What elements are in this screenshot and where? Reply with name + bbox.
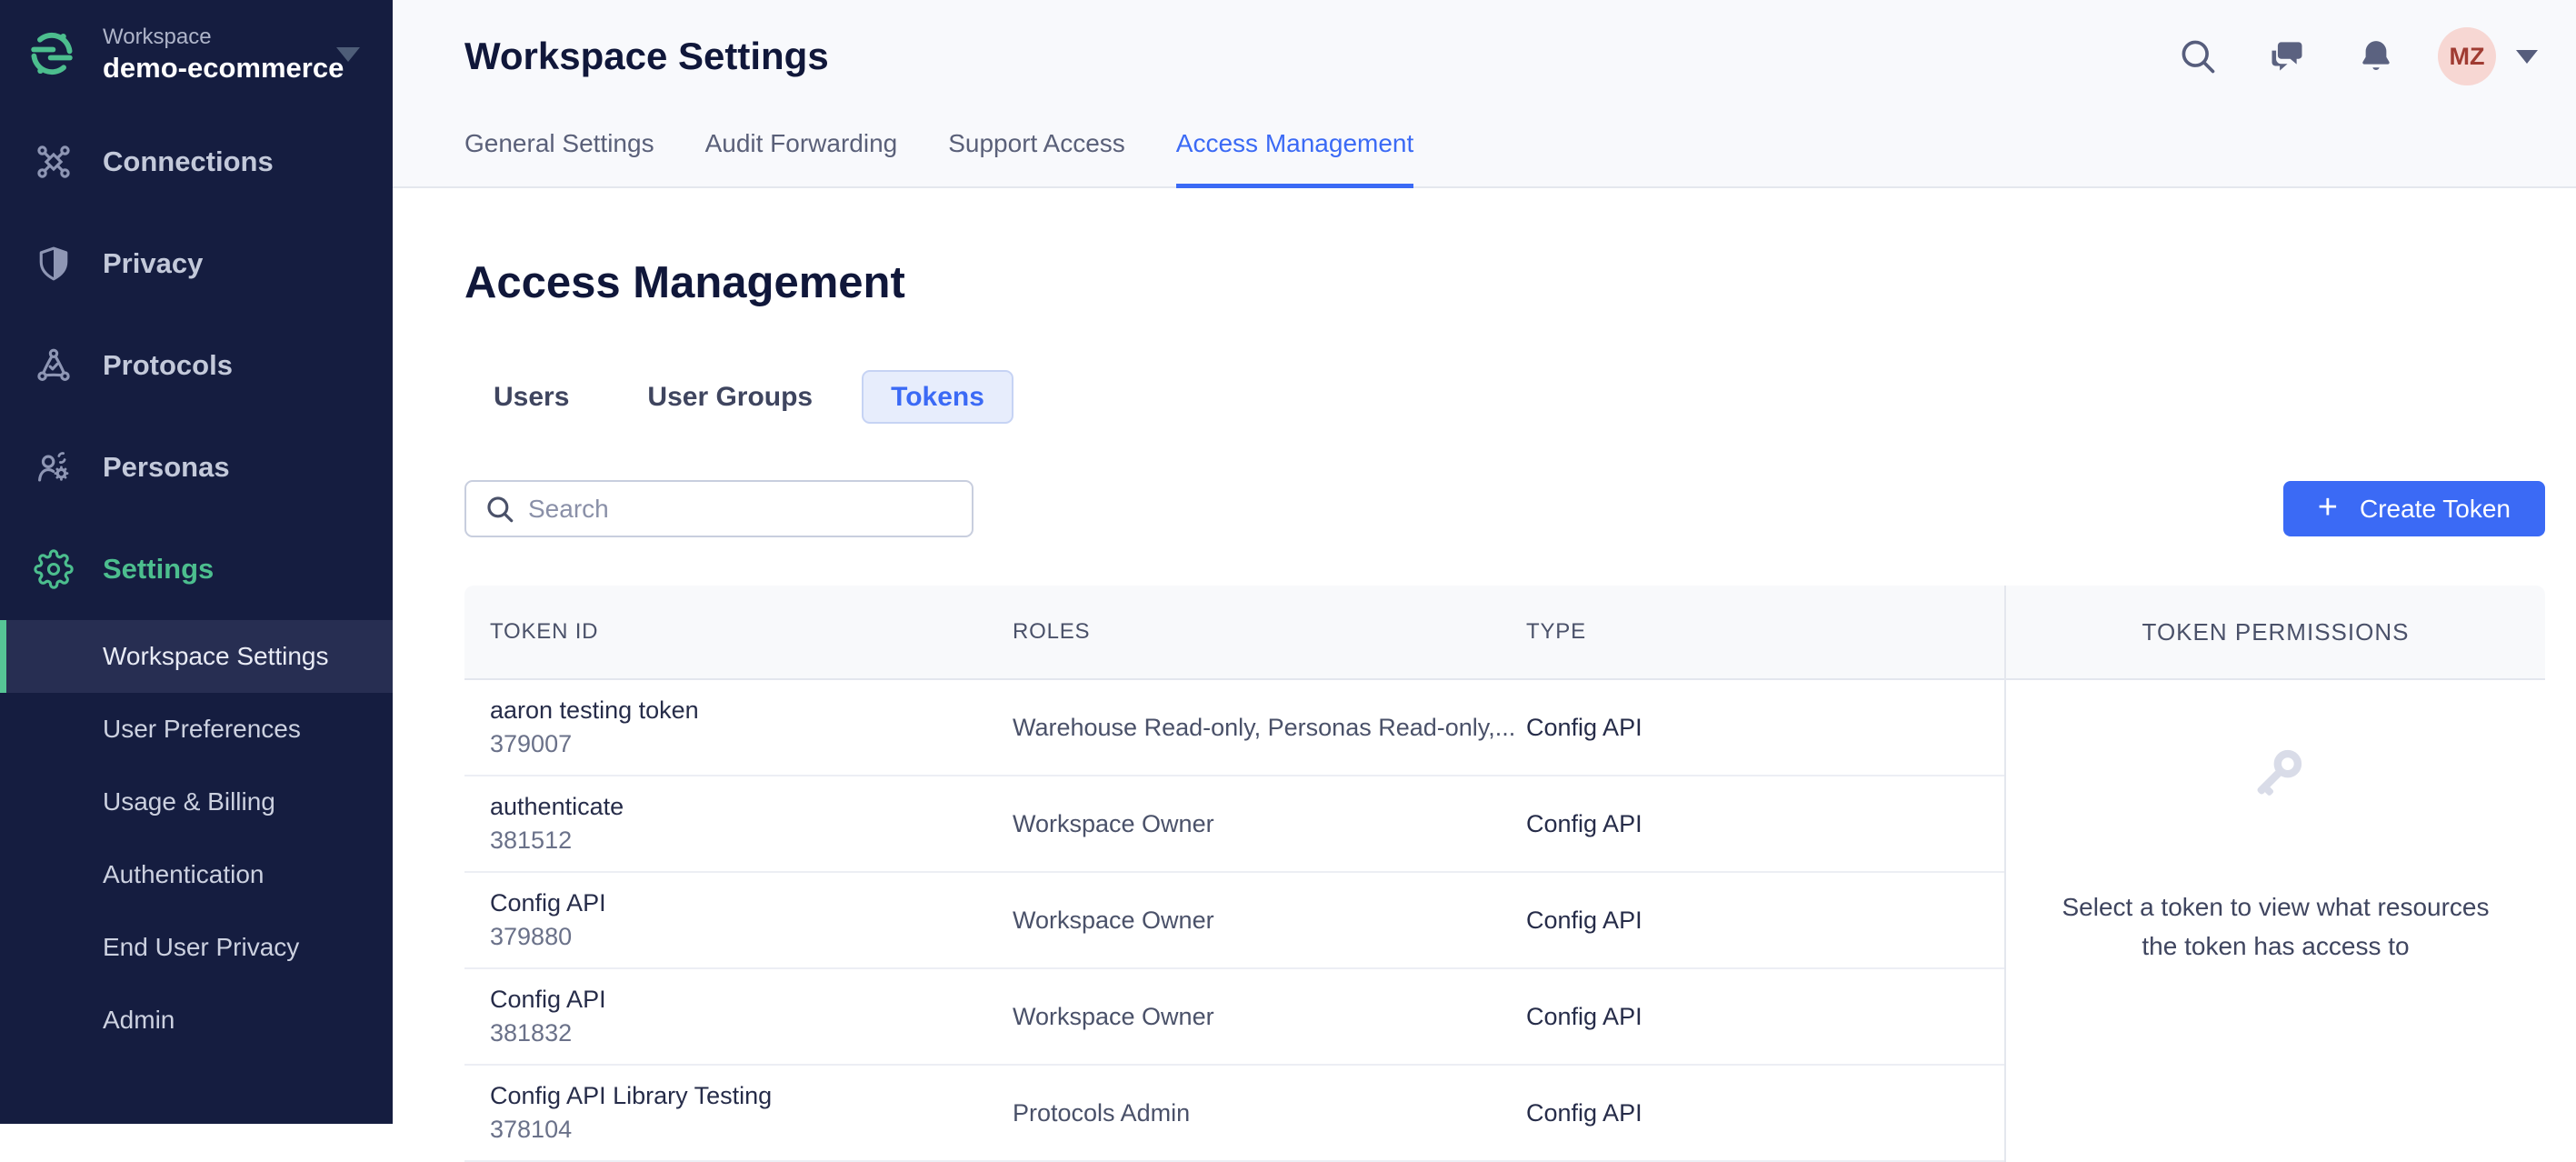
key-icon — [2241, 740, 2311, 811]
token-roles: Workspace Owner — [1013, 1003, 1526, 1031]
column-header-type: TYPE — [1526, 619, 2004, 645]
token-name: authenticate — [490, 792, 1013, 822]
personas-icon — [34, 447, 74, 487]
settings-sub-list: Workspace Settings User Preferences Usag… — [0, 620, 393, 1057]
table-header-row: TOKEN ID ROLES TYPE — [464, 586, 2004, 680]
token-type: Config API — [1526, 1003, 2004, 1031]
tab-general-settings[interactable]: General Settings — [464, 129, 654, 188]
search-input[interactable] — [464, 480, 973, 537]
table-row[interactable]: Config API Library Testing 378104 Protoc… — [464, 1066, 2004, 1162]
token-type: Config API — [1526, 907, 2004, 935]
sidebar-subitem-admin[interactable]: Admin — [0, 984, 393, 1057]
search-icon — [484, 494, 515, 525]
sidebar-item-protocols[interactable]: Protocols — [0, 315, 393, 416]
sidebar-item-label: Privacy — [103, 247, 203, 280]
sidebar-subitem-workspace-settings[interactable]: Workspace Settings — [0, 620, 393, 693]
create-token-button[interactable]: + Create Token — [2283, 481, 2545, 536]
token-name: aaron testing token — [490, 696, 1013, 726]
workspace-name: demo-ecommerce — [103, 51, 344, 85]
privacy-icon — [34, 244, 74, 284]
workspace-caret-icon[interactable] — [336, 47, 360, 62]
tab-access-management[interactable]: Access Management — [1176, 129, 1413, 188]
segment-logo-icon — [27, 29, 76, 78]
token-roles: Protocols Admin — [1013, 1099, 1526, 1127]
subitem-label: Workspace Settings — [103, 642, 329, 671]
workspace-switcher[interactable]: Workspace demo-ecommerce — [0, 0, 393, 85]
avatar[interactable]: MZ — [2438, 27, 2496, 85]
token-type: Config API — [1526, 1099, 2004, 1127]
page-header-title: Workspace Settings — [464, 35, 829, 78]
column-header-token-id: TOKEN ID — [490, 619, 1013, 645]
tab-support-access[interactable]: Support Access — [948, 129, 1125, 188]
bell-icon[interactable] — [2356, 36, 2396, 76]
permissions-empty-text: Select a token to view what resources th… — [2049, 887, 2503, 966]
sidebar-nav: Connections Privacy Protocols — [0, 111, 393, 1057]
token-id: 379007 — [490, 729, 1013, 759]
column-header-roles: ROLES — [1013, 619, 1526, 645]
token-name: Config API Library Testing — [490, 1081, 1013, 1111]
tab-tokens[interactable]: Tokens — [862, 370, 1013, 424]
permissions-panel-title: TOKEN PERMISSIONS — [2142, 618, 2410, 646]
subitem-label: Authentication — [103, 860, 264, 889]
sidebar-item-label: Protocols — [103, 349, 233, 382]
table-row[interactable]: authenticate 381512 Workspace Owner Conf… — [464, 776, 2004, 873]
tokens-table: TOKEN ID ROLES TYPE aaron testing token … — [464, 586, 2004, 1162]
workspace-label: Workspace — [103, 24, 344, 51]
sidebar-item-personas[interactable]: Personas — [0, 416, 393, 518]
search-box — [464, 480, 973, 537]
token-id: 378104 — [490, 1115, 1013, 1145]
subitem-label: Usage & Billing — [103, 787, 275, 816]
permissions-panel-body: Select a token to view what resources th… — [2006, 680, 2545, 966]
token-roles: Workspace Owner — [1013, 907, 1526, 935]
sidebar-subitem-authentication[interactable]: Authentication — [0, 838, 393, 911]
token-name: Config API — [490, 985, 1013, 1015]
table-row[interactable]: aaron testing token 379007 Warehouse Rea… — [464, 680, 2004, 776]
tab-user-groups[interactable]: User Groups — [618, 370, 842, 424]
toolbar: + Create Token — [464, 480, 2545, 537]
token-type: Config API — [1526, 810, 2004, 838]
main-content: Access Management Users User Groups Toke… — [393, 188, 2576, 1124]
chat-icon[interactable] — [2267, 36, 2307, 76]
subitem-label: User Preferences — [103, 715, 301, 744]
subitem-label: End User Privacy — [103, 933, 299, 962]
token-id: 379880 — [490, 922, 1013, 952]
sidebar-subitem-user-preferences[interactable]: User Preferences — [0, 693, 393, 766]
token-permissions-panel: TOKEN PERMISSIONS Select a token to view… — [2004, 586, 2545, 1162]
sidebar-subitem-usage-billing[interactable]: Usage & Billing — [0, 766, 393, 838]
connections-icon — [34, 142, 74, 182]
token-roles: Workspace Owner — [1013, 810, 1526, 838]
settings-icon — [34, 549, 74, 589]
sidebar-item-connections[interactable]: Connections — [0, 111, 393, 213]
token-id: 381832 — [490, 1018, 1013, 1048]
table-row[interactable]: Config API 381832 Workspace Owner Config… — [464, 969, 2004, 1066]
search-icon[interactable] — [2178, 36, 2218, 76]
subitem-label: Admin — [103, 1006, 175, 1035]
header-tabs: General Settings Audit Forwarding Suppor… — [464, 129, 1413, 188]
token-id: 381512 — [490, 826, 1013, 856]
tab-audit-forwarding[interactable]: Audit Forwarding — [705, 129, 898, 188]
token-roles: Warehouse Read-only, Personas Read-only,… — [1013, 714, 1526, 742]
avatar-caret-icon[interactable] — [2516, 50, 2538, 64]
permissions-panel-header: TOKEN PERMISSIONS — [2006, 586, 2545, 680]
token-name: Config API — [490, 888, 1013, 918]
sidebar-subitem-end-user-privacy[interactable]: End User Privacy — [0, 911, 393, 984]
page-header: Workspace Settings General Settings Audi… — [393, 0, 2576, 188]
protocols-icon — [34, 346, 74, 386]
table-row[interactable]: Config API 379880 Workspace Owner Config… — [464, 873, 2004, 969]
page-title: Access Management — [464, 257, 2545, 308]
access-tabs: Users User Groups Tokens — [464, 370, 2545, 424]
sidebar-item-label: Connections — [103, 145, 274, 178]
create-token-label: Create Token — [2360, 495, 2511, 524]
tab-users[interactable]: Users — [464, 370, 598, 424]
sidebar: Workspace demo-ecommerce Connections Pri… — [0, 0, 393, 1124]
sidebar-item-label: Personas — [103, 451, 230, 484]
token-type: Config API — [1526, 714, 2004, 742]
sidebar-item-privacy[interactable]: Privacy — [0, 213, 393, 315]
sidebar-item-label: Settings — [103, 553, 214, 586]
header-icons: MZ — [2129, 27, 2538, 85]
sidebar-item-settings[interactable]: Settings — [0, 518, 393, 620]
tokens-panel: TOKEN ID ROLES TYPE aaron testing token … — [464, 586, 2545, 1162]
